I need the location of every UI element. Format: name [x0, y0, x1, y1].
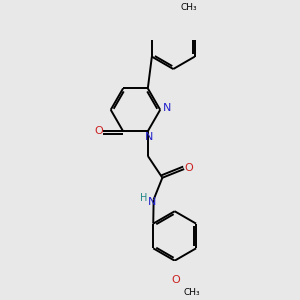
Text: N: N [148, 197, 156, 207]
Text: N: N [162, 103, 171, 113]
Text: O: O [172, 274, 181, 285]
Text: CH₃: CH₃ [184, 288, 200, 297]
Text: CH₃: CH₃ [180, 3, 197, 12]
Text: O: O [94, 126, 103, 136]
Text: H: H [140, 193, 147, 203]
Text: O: O [184, 163, 193, 172]
Text: N: N [145, 132, 154, 142]
